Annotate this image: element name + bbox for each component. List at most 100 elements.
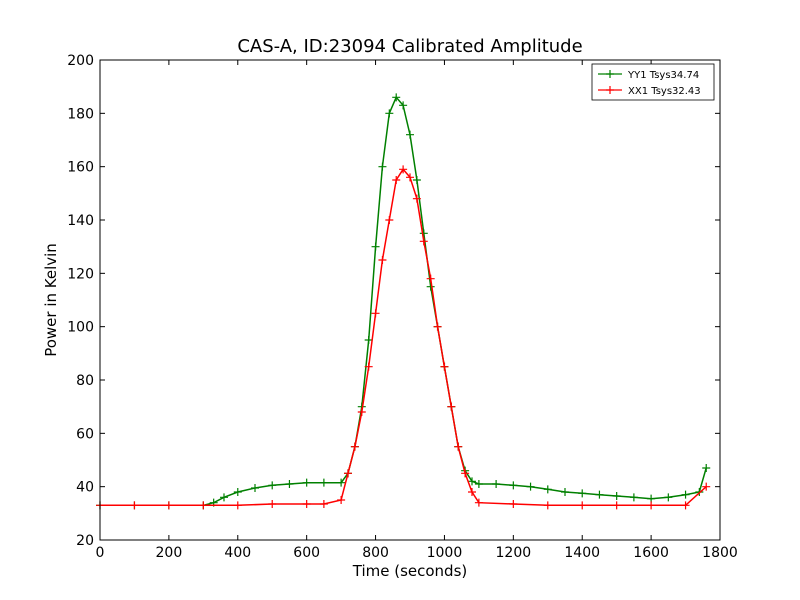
data-point (319, 500, 328, 508)
y-tick-label: 100 (67, 320, 94, 336)
series-2 (96, 165, 711, 510)
data-point (302, 478, 311, 487)
data-point (344, 469, 352, 478)
data-point (164, 501, 173, 510)
y-tick-label: 180 (67, 106, 94, 122)
data-point (357, 408, 366, 416)
data-point (419, 229, 428, 238)
legend-label: YY1 Tsys34.74 (627, 70, 699, 81)
series-layer (96, 93, 711, 510)
series-1 (96, 93, 711, 510)
data-point (419, 237, 428, 246)
data-point (378, 162, 387, 171)
data-point (440, 362, 449, 371)
data-point (526, 482, 535, 491)
y-tick-label: 200 (67, 53, 94, 69)
data-point (130, 501, 139, 510)
data-point (220, 493, 228, 502)
data-point (364, 336, 373, 344)
data-point (578, 489, 587, 498)
data-point (364, 362, 373, 371)
data-point (433, 322, 442, 331)
data-point (664, 493, 673, 502)
data-point (399, 101, 408, 110)
y-axis-title: Power in Kelvin (42, 243, 60, 357)
data-point (406, 130, 414, 139)
x-tick-label: 0 (96, 545, 105, 561)
data-point (412, 176, 421, 184)
data-point (474, 498, 483, 507)
data-point (268, 481, 277, 490)
data-point (595, 490, 604, 499)
data-point (461, 469, 470, 478)
plot-frame (99, 59, 721, 541)
data-point (509, 481, 518, 490)
x-tick-label: 1400 (564, 545, 600, 561)
data-point (392, 176, 401, 184)
data-point (412, 194, 421, 203)
data-point (233, 488, 242, 496)
data-point (233, 501, 242, 510)
legend-marker (606, 86, 614, 94)
data-point (543, 485, 552, 494)
data-point (385, 216, 394, 224)
data-point (302, 500, 311, 508)
data-point (612, 492, 621, 500)
x-tick-label: 800 (362, 545, 389, 561)
data-point (385, 109, 394, 118)
data-point (378, 256, 387, 264)
data-point (406, 173, 414, 182)
data-point (251, 484, 259, 492)
data-point (474, 480, 483, 488)
chart-title: CAS-A, ID:23094 Calibrated Amplitude (237, 36, 582, 57)
data-point (492, 480, 501, 488)
series-line (100, 95, 707, 507)
data-point (647, 501, 656, 510)
data-point (561, 488, 569, 496)
y-tick-label: 120 (67, 266, 94, 282)
legend: YY1 Tsys34.74 XX1 Tsys32.43 (591, 63, 715, 101)
data-point (268, 500, 277, 508)
legend-label: XX1 Tsys32.43 (628, 86, 701, 97)
data-point (319, 478, 328, 487)
x-axis: 0 200 400 600 800 1000 1200 1400 1600 1800 (96, 60, 738, 561)
data-point (392, 93, 401, 102)
data-point (702, 464, 711, 472)
data-point (447, 402, 456, 411)
y-tick-label: 160 (67, 160, 94, 176)
y-tick-label: 40 (76, 480, 94, 496)
y-tick-label: 60 (76, 426, 94, 442)
data-point (454, 442, 463, 451)
x-tick-label: 1600 (633, 545, 669, 561)
data-point (612, 501, 621, 510)
legend-box (591, 63, 715, 101)
x-tick-label: 400 (224, 545, 251, 561)
data-point (337, 496, 346, 504)
data-point (350, 442, 359, 451)
x-tick-label: 1000 (427, 545, 463, 561)
x-tick-label: 1200 (496, 545, 532, 561)
data-point (285, 480, 294, 488)
data-point (681, 501, 690, 510)
y-tick-label: 140 (67, 213, 94, 229)
data-point (426, 282, 435, 291)
x-tick-label: 200 (156, 545, 183, 561)
y-axis: 20 40 60 80 100 120 140 160 180 200 (67, 53, 720, 549)
data-point (468, 488, 476, 496)
data-point (468, 477, 476, 486)
data-point (399, 165, 408, 174)
data-point (543, 501, 552, 510)
x-tick-label: 600 (293, 545, 320, 561)
data-point (702, 482, 711, 491)
y-tick-label: 20 (76, 533, 94, 549)
data-point (629, 493, 638, 502)
y-tick-label: 80 (76, 373, 94, 389)
data-point (199, 501, 208, 510)
x-tick-label: 1800 (702, 545, 738, 561)
data-point (371, 242, 380, 251)
data-point (426, 274, 435, 283)
series-line (100, 168, 707, 507)
legend-marker (606, 70, 614, 78)
data-point (509, 500, 518, 508)
